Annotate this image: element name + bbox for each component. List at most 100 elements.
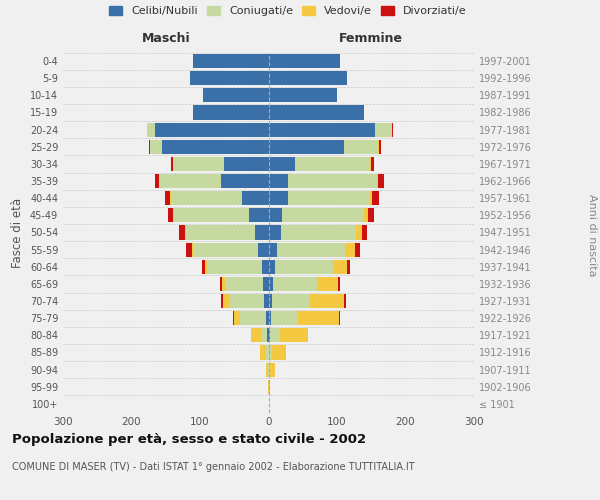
- Bar: [271, 311, 298, 325]
- Bar: [173, 157, 224, 171]
- Bar: [258, 242, 269, 256]
- Bar: [372, 191, 379, 205]
- Bar: [262, 260, 269, 274]
- Legend: Celibi/Nubili, Coniugati/e, Vedovi/e, Divorziati/e: Celibi/Nubili, Coniugati/e, Vedovi/e, Di…: [109, 6, 467, 16]
- Bar: [230, 294, 265, 308]
- Bar: [272, 346, 286, 360]
- Bar: [379, 140, 381, 154]
- Bar: [146, 122, 147, 136]
- Bar: [193, 242, 258, 256]
- Bar: [295, 157, 370, 171]
- Bar: [269, 88, 337, 102]
- Bar: [269, 346, 272, 360]
- Bar: [226, 277, 263, 291]
- Bar: [269, 54, 340, 68]
- Bar: [269, 140, 344, 154]
- Bar: [310, 294, 344, 308]
- Bar: [149, 140, 150, 154]
- Bar: [374, 122, 392, 136]
- Bar: [269, 208, 282, 222]
- Bar: [202, 260, 205, 274]
- Bar: [371, 157, 374, 171]
- Bar: [267, 328, 269, 342]
- Bar: [272, 294, 310, 308]
- Bar: [345, 242, 355, 256]
- Bar: [223, 294, 230, 308]
- Bar: [266, 311, 269, 325]
- Bar: [338, 277, 340, 291]
- Bar: [147, 122, 155, 136]
- Bar: [263, 277, 269, 291]
- Bar: [170, 157, 173, 171]
- Bar: [269, 311, 271, 325]
- Bar: [179, 226, 185, 239]
- Bar: [269, 122, 374, 136]
- Bar: [362, 226, 367, 239]
- Bar: [185, 226, 187, 239]
- Bar: [269, 174, 287, 188]
- Bar: [187, 242, 192, 256]
- Bar: [287, 174, 377, 188]
- Text: Femmine: Femmine: [339, 32, 403, 46]
- Bar: [269, 157, 295, 171]
- Bar: [269, 294, 272, 308]
- Bar: [378, 174, 383, 188]
- Bar: [370, 157, 371, 171]
- Text: Popolazione per età, sesso e stato civile - 2002: Popolazione per età, sesso e stato civil…: [12, 432, 366, 446]
- Bar: [269, 71, 347, 85]
- Bar: [333, 260, 347, 274]
- Bar: [242, 191, 269, 205]
- Y-axis label: Fasce di età: Fasce di età: [11, 198, 24, 268]
- Bar: [260, 346, 266, 360]
- Bar: [280, 328, 308, 342]
- Bar: [255, 226, 269, 239]
- Bar: [270, 328, 280, 342]
- Bar: [355, 242, 359, 256]
- Bar: [282, 208, 364, 222]
- Bar: [270, 362, 275, 376]
- Bar: [163, 140, 269, 154]
- Bar: [165, 191, 170, 205]
- Bar: [277, 242, 345, 256]
- Bar: [224, 157, 269, 171]
- Bar: [344, 140, 378, 154]
- Text: Maschi: Maschi: [142, 32, 190, 46]
- Bar: [266, 346, 269, 360]
- Bar: [168, 208, 173, 222]
- Bar: [240, 311, 266, 325]
- Bar: [193, 54, 269, 68]
- Bar: [170, 191, 242, 205]
- Bar: [251, 328, 262, 342]
- Bar: [377, 174, 378, 188]
- Bar: [370, 191, 372, 205]
- Bar: [222, 277, 226, 291]
- Bar: [173, 208, 174, 222]
- Bar: [203, 88, 269, 102]
- Bar: [265, 294, 269, 308]
- Bar: [272, 277, 317, 291]
- Bar: [266, 362, 268, 376]
- Bar: [269, 106, 364, 120]
- Bar: [234, 311, 240, 325]
- Bar: [221, 294, 223, 308]
- Bar: [268, 362, 269, 376]
- Bar: [250, 208, 269, 222]
- Bar: [392, 122, 393, 136]
- Bar: [368, 208, 374, 222]
- Text: COMUNE DI MASER (TV) - Dati ISTAT 1° gennaio 2002 - Elaborazione TUTTITALIA.IT: COMUNE DI MASER (TV) - Dati ISTAT 1° gen…: [12, 462, 415, 472]
- Bar: [193, 106, 269, 120]
- Bar: [150, 140, 163, 154]
- Bar: [174, 208, 250, 222]
- Bar: [269, 226, 281, 239]
- Bar: [262, 328, 267, 342]
- Bar: [233, 311, 234, 325]
- Bar: [364, 208, 368, 222]
- Bar: [287, 191, 370, 205]
- Bar: [269, 260, 275, 274]
- Bar: [339, 311, 340, 325]
- Bar: [159, 174, 221, 188]
- Bar: [356, 226, 362, 239]
- Bar: [268, 380, 269, 394]
- Bar: [269, 277, 272, 291]
- Bar: [187, 226, 255, 239]
